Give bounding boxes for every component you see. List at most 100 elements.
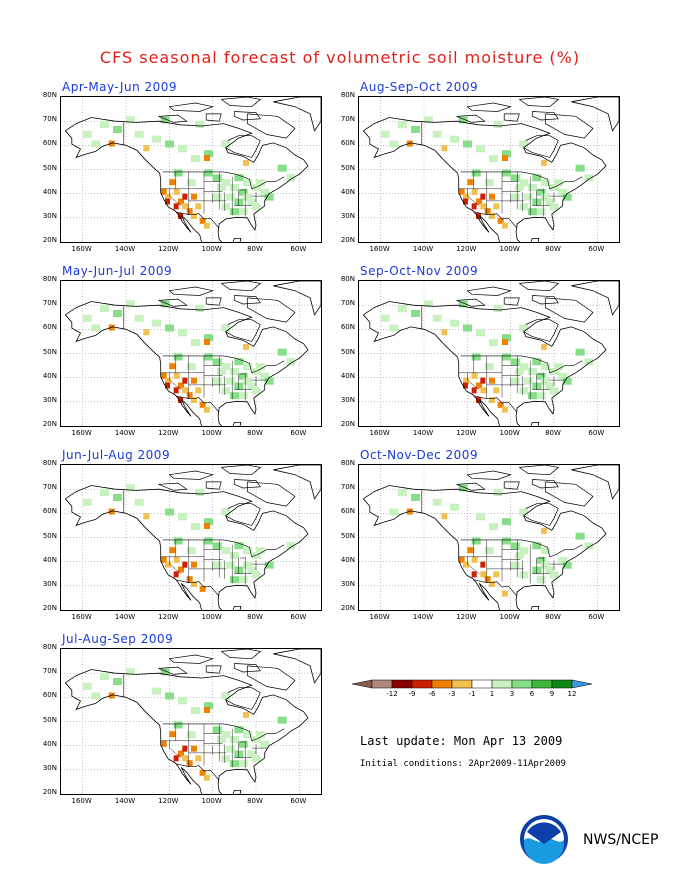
longitude-tick-label: 140W bbox=[114, 429, 136, 437]
moisture-cell bbox=[471, 203, 477, 210]
moisture-cell bbox=[411, 310, 420, 317]
map-frame bbox=[358, 96, 620, 243]
latitude-tick-label: 50N bbox=[42, 531, 57, 540]
moisture-cell bbox=[264, 377, 274, 385]
moisture-cell bbox=[502, 169, 511, 177]
moisture-cell bbox=[458, 116, 468, 124]
moisture-cell bbox=[251, 755, 261, 763]
moisture-cell bbox=[489, 193, 495, 200]
soil-moisture-map bbox=[61, 649, 321, 794]
moisture-cell bbox=[480, 203, 487, 210]
moisture-cell bbox=[480, 571, 487, 578]
moisture-cell bbox=[441, 145, 448, 152]
coastline bbox=[65, 117, 309, 242]
state-border bbox=[467, 372, 480, 390]
forecast-panel-6: Oct-Nov-Dec 2009 80N 70N 60N 50N 40N 30N 20N 16… bbox=[341, 448, 623, 634]
moisture-cell bbox=[398, 121, 407, 129]
moisture-cell bbox=[234, 542, 244, 550]
moisture-cell bbox=[238, 208, 248, 216]
soil-moisture-map bbox=[61, 465, 321, 610]
moisture-cell bbox=[169, 363, 176, 370]
colorbar-swatch bbox=[511, 679, 533, 689]
moisture-cell bbox=[480, 377, 486, 384]
moisture-cell bbox=[545, 198, 555, 206]
moisture-cell bbox=[165, 198, 170, 205]
moisture-cell bbox=[221, 363, 231, 371]
colorbar-label: 1 bbox=[490, 690, 494, 698]
moisture-cell bbox=[247, 750, 257, 758]
latitude-tick-label: 60N bbox=[42, 139, 57, 148]
moisture-cell bbox=[264, 193, 274, 201]
moisture-cell bbox=[484, 363, 494, 371]
colorbar-swatch bbox=[471, 679, 493, 689]
moisture-cell bbox=[286, 174, 296, 182]
coastline bbox=[233, 663, 261, 673]
moisture-cell bbox=[519, 508, 529, 516]
latitude-tick-label: 80N bbox=[42, 275, 57, 283]
moisture-cell bbox=[191, 155, 200, 162]
moisture-cell bbox=[458, 300, 468, 308]
moisture-cell bbox=[243, 363, 252, 371]
moisture-cell bbox=[169, 731, 176, 738]
moisture-cell bbox=[178, 329, 187, 337]
moisture-cell bbox=[204, 155, 210, 161]
moisture-cell bbox=[182, 193, 188, 200]
moisture-cell bbox=[493, 387, 500, 394]
country-border bbox=[162, 355, 285, 374]
moisture-cell bbox=[204, 518, 213, 526]
moisture-cell bbox=[113, 310, 122, 317]
moisture-cell bbox=[152, 687, 161, 695]
latitude-tick-label: 70N bbox=[340, 483, 355, 492]
coastline bbox=[544, 113, 594, 139]
moisture-cell bbox=[502, 222, 508, 229]
moisture-cell bbox=[195, 203, 202, 210]
coastline bbox=[205, 297, 222, 306]
moisture-cell bbox=[528, 368, 537, 375]
longitude-tick-label: 80W bbox=[247, 245, 263, 253]
coastline bbox=[544, 481, 594, 507]
moisture-cell bbox=[549, 387, 559, 395]
moisture-cell bbox=[204, 334, 213, 342]
state-border bbox=[169, 556, 182, 574]
moisture-cell bbox=[398, 489, 407, 497]
coastline bbox=[571, 465, 619, 500]
moisture-cell bbox=[541, 377, 550, 385]
moisture-cell bbox=[519, 571, 529, 579]
coastline bbox=[456, 482, 486, 491]
moisture-cell bbox=[575, 348, 585, 356]
moisture-cell bbox=[497, 401, 504, 408]
coastline bbox=[363, 301, 607, 426]
moisture-cell bbox=[82, 130, 92, 138]
longitude-tick-label: 160W bbox=[71, 429, 92, 437]
moisture-cell bbox=[126, 668, 135, 676]
moisture-cell bbox=[476, 198, 482, 205]
moisture-cell bbox=[476, 145, 485, 153]
moisture-cell bbox=[277, 348, 287, 356]
moisture-cell bbox=[256, 363, 265, 371]
moisture-cell bbox=[536, 392, 546, 400]
moisture-cell bbox=[230, 392, 239, 400]
coastline bbox=[246, 481, 296, 507]
longitude-tick-label: 60W bbox=[290, 429, 307, 437]
longitude-tick-label: 100W bbox=[201, 613, 222, 621]
moisture-cell bbox=[91, 324, 101, 332]
state-border bbox=[467, 556, 480, 574]
moisture-cell bbox=[489, 377, 495, 384]
coastline bbox=[523, 503, 559, 526]
moisture-cell bbox=[528, 392, 537, 400]
moisture-cell bbox=[541, 547, 550, 555]
moisture-cell bbox=[558, 188, 568, 196]
moisture-cell bbox=[536, 188, 546, 196]
moisture-cell bbox=[489, 213, 495, 219]
moisture-cell bbox=[186, 392, 193, 399]
moisture-cell bbox=[463, 561, 469, 568]
moisture-cell bbox=[221, 508, 231, 516]
coastline bbox=[158, 114, 188, 123]
moisture-cell bbox=[191, 377, 197, 384]
moisture-cell bbox=[212, 193, 222, 201]
moisture-cell bbox=[186, 731, 196, 739]
colorbar-swatch bbox=[371, 679, 393, 689]
coastline bbox=[519, 281, 560, 292]
moisture-cell bbox=[247, 566, 257, 574]
moisture-cell bbox=[204, 707, 210, 713]
